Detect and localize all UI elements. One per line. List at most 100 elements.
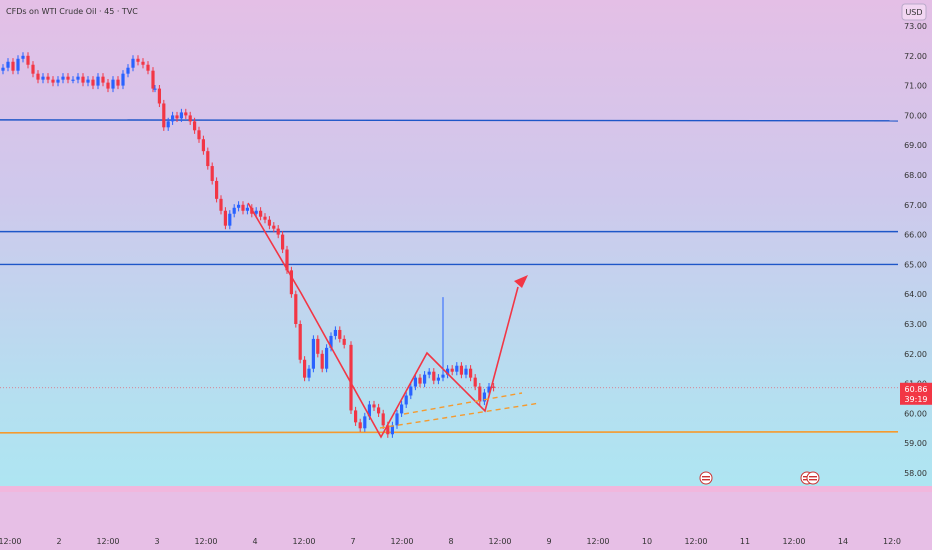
current-price-countdown: 39:19: [904, 395, 927, 404]
price-tick-label: 66.00: [904, 231, 927, 240]
candle-body: [188, 115, 192, 122]
time-tick-label: 8: [448, 537, 453, 546]
price-tick-label: 64.00: [904, 290, 927, 299]
time-tick-label: 12:00: [488, 537, 511, 546]
candle-body: [206, 151, 210, 167]
candle-body: [175, 115, 179, 119]
candle-body: [478, 386, 482, 402]
time-tick-label: 3: [154, 537, 159, 546]
time-tick-label: 12:00: [390, 537, 413, 546]
candle-body: [36, 73, 40, 80]
price-tick-label: 73.00: [904, 22, 927, 31]
candle-body: [121, 73, 125, 86]
us-flag-event-icon: [806, 471, 820, 485]
support-level-line: [0, 430, 899, 434]
candle-body: [281, 234, 285, 250]
candle-body: [157, 88, 161, 104]
candle-body: [51, 79, 55, 83]
candle-body: [333, 329, 337, 336]
time-tick-label: 14: [838, 537, 848, 546]
candle-body: [473, 377, 477, 387]
candle-body: [409, 386, 413, 396]
candle-body: [153, 88, 157, 90]
chart-title: CFDs on WTI Crude Oil · 45 · TVC: [6, 7, 138, 16]
price-tick-label: 62.00: [904, 350, 927, 359]
candle-body: [377, 407, 381, 414]
candle-body: [197, 130, 201, 140]
price-tick-label: 59.00: [904, 439, 927, 448]
candle-body: [303, 359, 307, 378]
forecast-arrow-head: [514, 275, 528, 288]
candle-body: [436, 377, 440, 381]
us-flag-event-icon: [699, 471, 713, 485]
currency-label: USD: [905, 8, 922, 17]
candle-body: [386, 425, 390, 435]
candle-body: [61, 76, 65, 80]
candle-body: [329, 335, 333, 348]
candle-body: [372, 404, 376, 408]
candle-body: [427, 371, 431, 375]
candle-body: [219, 198, 223, 211]
time-tick-label: 7: [350, 537, 355, 546]
candle-body: [26, 55, 30, 65]
price-tick-label: 65.00: [904, 260, 927, 269]
candle-body: [338, 329, 342, 339]
candle-body: [184, 112, 188, 116]
candle-body: [116, 79, 120, 86]
candle-body: [342, 338, 346, 345]
candle-body: [1, 67, 5, 71]
candle-body: [16, 58, 20, 71]
candle-body: [179, 112, 183, 119]
time-tick-label: 9: [546, 537, 551, 546]
candle-body: [166, 121, 170, 128]
candle-body: [151, 70, 155, 89]
candle-body: [215, 180, 219, 199]
candle-body: [263, 216, 267, 220]
time-tick-label: 12:0: [883, 537, 901, 546]
candle-body: [259, 210, 263, 217]
candle-body: [358, 422, 362, 429]
dashed-trendline-upper: [403, 392, 523, 415]
candle-body: [223, 210, 227, 226]
candle-body: [193, 121, 197, 131]
candle-body: [311, 338, 315, 369]
candle-body: [492, 386, 496, 388]
candle-body: [482, 392, 486, 402]
time-tick-label: 10: [642, 537, 652, 546]
candle-body: [464, 368, 468, 375]
price-tick-label: 68.00: [904, 171, 927, 180]
us-flag-stripe: [702, 476, 710, 478]
time-tick-label: 12:00: [292, 537, 315, 546]
candle-body: [56, 79, 60, 83]
candle-body: [81, 76, 85, 83]
candle-body: [66, 76, 70, 80]
candle-body: [101, 76, 105, 83]
candle-body: [276, 228, 280, 235]
candle-body: [254, 210, 258, 214]
candle-body: [141, 61, 145, 65]
price-tick-label: 63.00: [904, 320, 927, 329]
candle-body: [289, 270, 293, 295]
candle-body: [459, 365, 463, 375]
candle-body: [146, 64, 150, 71]
candle-body: [11, 61, 15, 71]
candle-body: [76, 76, 80, 80]
candle-body: [237, 204, 241, 208]
candle-body: [320, 353, 324, 369]
time-axis-band: [0, 486, 932, 550]
candle-body: [455, 365, 459, 372]
resistance-level-line: [0, 119, 899, 122]
candle-body: [316, 338, 320, 354]
candle-body: [245, 207, 249, 211]
candle-body: [298, 324, 302, 360]
dashed-trendline-lower: [379, 402, 541, 429]
price-tick-label: 60.00: [904, 409, 927, 418]
price-tick-label: 58.00: [904, 469, 927, 478]
currency-badge: [901, 3, 927, 21]
candle-body: [232, 207, 236, 214]
candle-body: [267, 219, 271, 226]
candle-body: [450, 368, 454, 372]
candle-body: [418, 377, 422, 384]
candle-body: [201, 139, 205, 152]
